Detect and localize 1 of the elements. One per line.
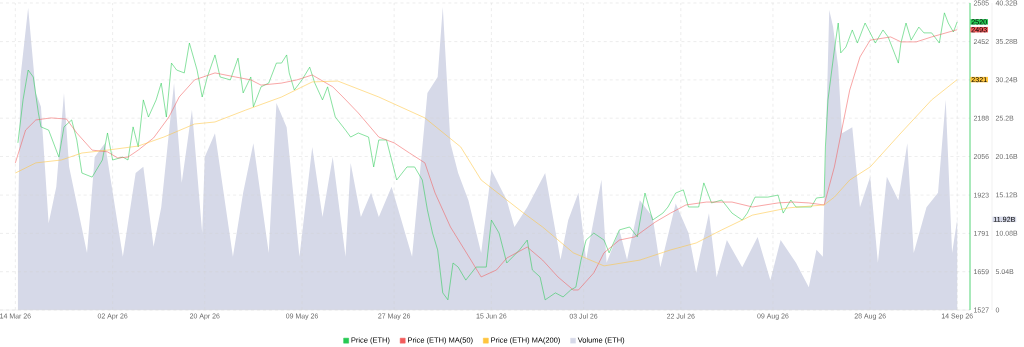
line-series [15,79,958,267]
